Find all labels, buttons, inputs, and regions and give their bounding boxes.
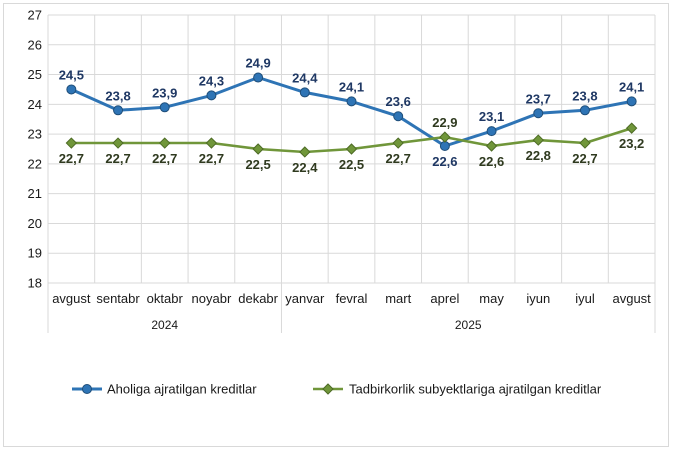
point-marker — [159, 137, 171, 149]
point-marker — [579, 137, 591, 149]
data-label: 23,1 — [479, 109, 504, 124]
data-label: 22,6 — [479, 154, 504, 169]
data-label: 22,7 — [572, 151, 597, 166]
x-tick-label: oktabr — [147, 291, 184, 306]
x-tick-label: iyun — [526, 291, 550, 306]
data-label: 24,9 — [245, 56, 270, 71]
data-label: 22,8 — [526, 148, 551, 163]
legend-label-1: Aholiga ajratilgan kreditlar — [107, 382, 257, 397]
point-marker — [206, 90, 217, 101]
y-tick-label: 18 — [28, 276, 42, 291]
data-label: 22,5 — [245, 157, 270, 172]
point-marker — [625, 122, 638, 134]
data-label: 24,4 — [292, 70, 318, 85]
point-marker — [159, 102, 170, 113]
data-label: 23,2 — [619, 136, 644, 151]
y-tick-label: 23 — [28, 127, 42, 142]
data-label: 23,8 — [572, 88, 597, 103]
point-marker — [345, 143, 358, 155]
data-label: 23,6 — [386, 94, 411, 109]
x-tick-label: iyul — [575, 291, 595, 306]
data-label: 24,3 — [199, 73, 224, 88]
point-marker — [205, 137, 218, 149]
point-marker — [486, 126, 497, 137]
data-label: 24,5 — [59, 67, 84, 82]
y-tick-label: 26 — [28, 37, 42, 52]
x-tick-label: fevral — [336, 291, 368, 306]
x-tick-label: sentabr — [96, 291, 140, 306]
x-tick-label: yanvar — [285, 291, 325, 306]
x-tick-label: mart — [385, 291, 411, 306]
data-label: 23,9 — [152, 85, 177, 100]
year-label: 2024 — [151, 318, 178, 332]
point-marker — [485, 140, 498, 152]
point-marker — [393, 111, 404, 122]
point-marker — [66, 84, 77, 95]
point-marker — [113, 105, 124, 116]
point-marker — [626, 96, 637, 107]
point-marker — [579, 105, 590, 116]
data-labels: 24,5 23,8 23,9 24,3 24,9 24,4 24,1 23,6 22,6 23,1… — [59, 56, 645, 175]
point-marker — [532, 134, 544, 146]
data-label: 22,7 — [386, 151, 411, 166]
series — [65, 72, 638, 158]
data-label: 24,1 — [619, 79, 644, 94]
point-marker — [346, 96, 357, 107]
legend-marker-1 — [82, 384, 92, 394]
x-tick-label: aprel — [430, 291, 459, 306]
y-tick-label: 20 — [28, 216, 42, 231]
y-tick-label: 27 — [28, 8, 42, 23]
data-label: 23,7 — [526, 91, 551, 106]
point-marker — [253, 72, 264, 83]
data-label: 24,1 — [339, 79, 364, 94]
data-label: 22,7 — [152, 151, 177, 166]
data-label: 22,6 — [432, 154, 457, 169]
x-tick-label: noyabr — [192, 291, 232, 306]
data-label: 23,8 — [105, 88, 130, 103]
data-label: 22,7 — [105, 151, 130, 166]
outer-border — [3, 3, 669, 447]
x-tick-label: may — [479, 291, 504, 306]
y-tick-label: 22 — [28, 156, 42, 171]
point-marker — [392, 137, 404, 149]
y-tick-label: 21 — [28, 186, 42, 201]
point-marker — [439, 131, 451, 143]
x-tick-label: avgust — [52, 291, 91, 306]
point-marker — [299, 146, 311, 158]
legend-label-2: Tadbirkorlik subyektlariga ajratilgan kr… — [349, 382, 602, 397]
x-tick-label: avgust — [612, 291, 651, 306]
data-label: 22,9 — [432, 115, 457, 130]
year-label: 2025 — [455, 318, 482, 332]
data-label: 22,7 — [199, 151, 224, 166]
y-tick-label: 24 — [28, 97, 42, 112]
point-marker — [533, 108, 544, 119]
legend-marker-2 — [322, 383, 334, 395]
x-tick-label: dekabr — [238, 291, 278, 306]
legend: Aholiga ajratilgan kreditlar Tadbirkorlik… — [72, 382, 602, 397]
point-marker — [252, 143, 264, 155]
y-tick-label: 25 — [28, 67, 42, 82]
data-label: 22,5 — [339, 157, 364, 172]
y-tick-label: 19 — [28, 246, 42, 261]
point-marker — [439, 141, 450, 152]
gridlines — [47, 14, 656, 333]
point-marker — [112, 137, 124, 149]
point-marker — [65, 137, 78, 149]
data-label: 22,4 — [292, 160, 318, 175]
axes: 18 19 20 21 22 23 24 25 26 27 avgust sentabr oktabr n… — [28, 8, 652, 333]
point-marker — [299, 87, 310, 98]
data-label: 22,7 — [59, 151, 84, 166]
